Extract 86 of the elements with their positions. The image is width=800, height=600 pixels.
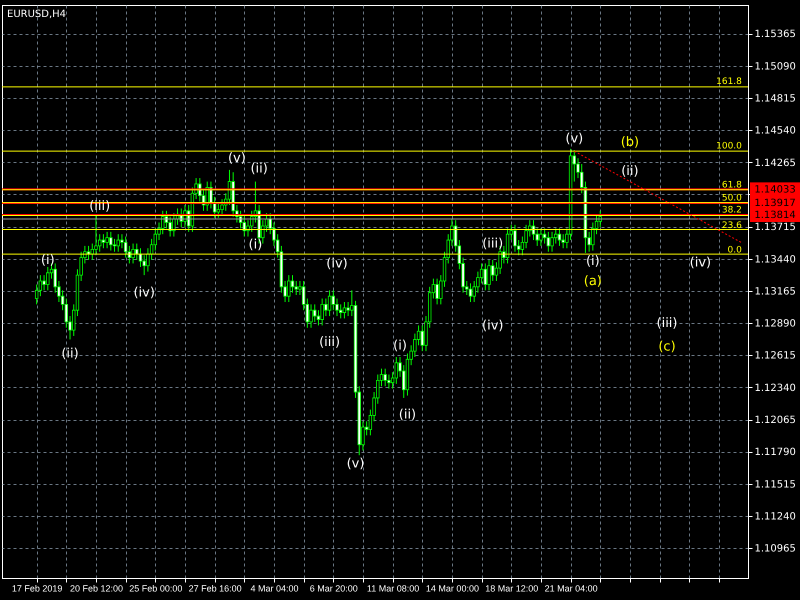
annotation: (iii) xyxy=(319,334,340,350)
ref-line-label: 1.14033 xyxy=(754,184,796,196)
candlestick xyxy=(506,228,510,264)
candlestick xyxy=(46,266,50,291)
annotation: (i) xyxy=(40,252,55,268)
annotation: (v) xyxy=(346,456,364,472)
y-tick-label: 1.13440 xyxy=(754,254,796,266)
annotation: (b) xyxy=(620,134,640,150)
annotation: (v) xyxy=(565,131,584,146)
annotation: (v) xyxy=(228,151,246,166)
annotation: (ii) xyxy=(61,346,79,362)
candlestick xyxy=(109,231,113,252)
annotation: (i) xyxy=(248,238,262,253)
candlestick xyxy=(550,231,554,252)
x-tick-label: 11 Mar 08:00 xyxy=(366,584,420,594)
candlestick xyxy=(539,228,543,246)
y-tick-label: 1.12890 xyxy=(754,318,796,330)
candlestick xyxy=(131,243,135,264)
candlestick xyxy=(94,214,98,256)
candlestick xyxy=(435,278,439,305)
candlestick xyxy=(484,262,488,291)
y-tick-label: 1.11515 xyxy=(754,479,796,490)
x-tick-label: 27 Feb 16:00 xyxy=(188,584,242,594)
y-tick-label: 1.14815 xyxy=(754,93,796,104)
candlestick xyxy=(320,298,324,326)
annotation: 38.2 xyxy=(722,206,742,216)
y-tick-label: 1.11240 xyxy=(754,512,796,523)
y-tick-label: 1.14265 xyxy=(754,158,796,169)
y-tick-label: 1.13715 xyxy=(754,222,796,234)
y-tick-label: 1.15090 xyxy=(754,61,796,72)
candlestick xyxy=(324,298,328,317)
candlestick xyxy=(102,234,106,249)
x-tick-label: 14 Mar 00:00 xyxy=(426,584,479,594)
y-tick-label: 1.12065 xyxy=(754,415,796,426)
x-tick-label: 17 Feb 2019 xyxy=(12,584,62,594)
annotation: 0.0 xyxy=(728,245,742,256)
annotation: (ii) xyxy=(250,162,268,177)
candlestick xyxy=(328,290,332,317)
y-tick-label: 1.14540 xyxy=(754,126,796,137)
ref-line-label: 1.13917 xyxy=(754,198,796,209)
annotation: (iv) xyxy=(482,318,504,334)
candlestick xyxy=(313,304,316,322)
annotation: 23.6 xyxy=(722,220,742,231)
y-tick-label: 1.15365 xyxy=(754,29,796,40)
annotation: (i) xyxy=(586,254,600,270)
candlestick xyxy=(546,231,550,252)
chart-title: EURUSD,H4 xyxy=(7,9,66,20)
annotation: (ii) xyxy=(398,407,416,422)
x-tick-label: 6 Mar 20:00 xyxy=(310,584,358,594)
annotation: 50.0 xyxy=(722,193,742,204)
annotation: 61.8 xyxy=(722,180,742,190)
annotation: (iii) xyxy=(482,236,504,252)
candlestick xyxy=(394,356,398,384)
x-tick-label: 4 Mar 04:00 xyxy=(250,584,298,594)
annotation: (iv) xyxy=(133,286,155,301)
candlestick xyxy=(309,304,313,328)
candlestick xyxy=(342,302,346,319)
annotation: 161.8 xyxy=(716,77,742,88)
annotation: (iv) xyxy=(690,255,712,270)
candlestick xyxy=(42,274,46,291)
annotation: (i) xyxy=(393,338,407,354)
candlestick xyxy=(216,203,220,218)
ref-line-label: 1.13814 xyxy=(754,210,796,222)
annotation: 100.0 xyxy=(716,141,742,152)
candlestick xyxy=(287,274,290,303)
y-tick-label: 1.11790 xyxy=(754,447,796,458)
annotation: (iv) xyxy=(326,256,348,272)
x-tick-label: 25 Feb 00:00 xyxy=(129,584,182,594)
y-tick-label: 1.13165 xyxy=(754,286,796,298)
candlestick xyxy=(491,259,494,282)
annotation: (iii) xyxy=(89,199,110,214)
candlestick xyxy=(383,368,387,387)
y-tick-label: 1.10965 xyxy=(754,544,796,555)
annotation: (iii) xyxy=(656,316,678,332)
candlestick xyxy=(116,234,120,252)
y-tick-label: 1.12340 xyxy=(754,382,796,394)
candlestick xyxy=(346,302,350,317)
y-tick-label: 1.12615 xyxy=(754,350,796,362)
candlestick xyxy=(420,324,424,352)
x-tick-label: 20 Feb 12:00 xyxy=(70,584,124,594)
x-tick-label: 18 Mar 12:00 xyxy=(485,584,538,594)
x-tick-label: 21 Mar 04:00 xyxy=(544,584,598,594)
annotation: (c) xyxy=(658,339,676,354)
annotation: (ii) xyxy=(621,164,639,180)
candlestick xyxy=(105,231,109,249)
annotation: (a) xyxy=(584,274,602,289)
